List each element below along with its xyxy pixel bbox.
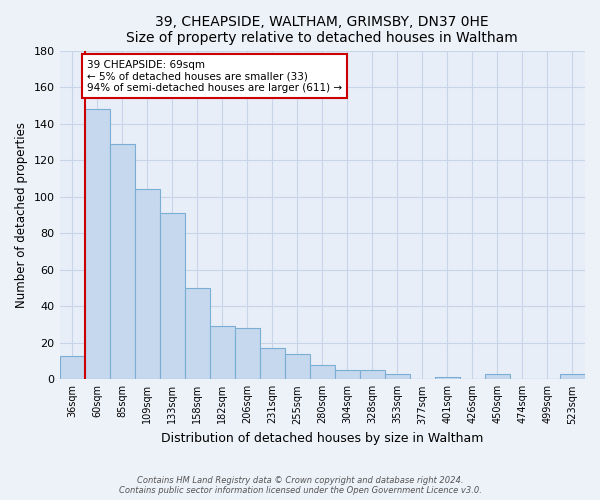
Bar [235, 328, 260, 380]
Bar [134, 190, 160, 380]
Title: 39, CHEAPSIDE, WALTHAM, GRIMSBY, DN37 0HE
Size of property relative to detached : 39, CHEAPSIDE, WALTHAM, GRIMSBY, DN37 0H… [127, 15, 518, 45]
Bar [110, 144, 134, 380]
Bar [59, 356, 85, 380]
Bar [160, 213, 185, 380]
Text: 39 CHEAPSIDE: 69sqm
← 5% of detached houses are smaller (33)
94% of semi-detache: 39 CHEAPSIDE: 69sqm ← 5% of detached hou… [87, 60, 342, 93]
Bar [360, 370, 385, 380]
Text: Contains HM Land Registry data © Crown copyright and database right 2024.
Contai: Contains HM Land Registry data © Crown c… [119, 476, 481, 495]
Bar [385, 374, 410, 380]
Y-axis label: Number of detached properties: Number of detached properties [15, 122, 28, 308]
Bar [485, 374, 510, 380]
Bar [209, 326, 235, 380]
Bar [560, 374, 585, 380]
Bar [185, 288, 209, 380]
Bar [260, 348, 285, 380]
Bar [435, 378, 460, 380]
Bar [85, 109, 110, 380]
X-axis label: Distribution of detached houses by size in Waltham: Distribution of detached houses by size … [161, 432, 484, 445]
Bar [310, 364, 335, 380]
Bar [335, 370, 360, 380]
Bar [285, 354, 310, 380]
